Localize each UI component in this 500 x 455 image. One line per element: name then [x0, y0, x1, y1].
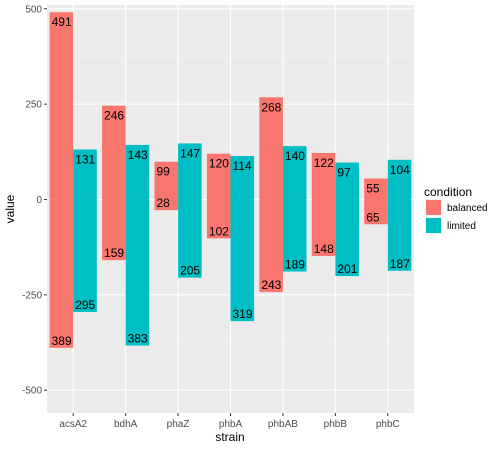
y-tick-label: 500 — [25, 4, 42, 15]
data-label: 243 — [261, 278, 281, 292]
bar-balanced-positive — [154, 161, 179, 200]
bar-limited-positive — [73, 149, 97, 200]
y-axis-title: value — [3, 194, 17, 223]
legend: condition balanced limited — [424, 185, 488, 234]
data-label: 114 — [233, 159, 252, 173]
bar-limited-negative — [178, 199, 202, 278]
data-label: 99 — [156, 165, 170, 179]
bar-limited-negative — [73, 199, 97, 312]
legend-label-limited: limited — [447, 221, 476, 232]
data-label: 148 — [314, 242, 334, 256]
data-label: 122 — [314, 156, 334, 170]
x-tick-label: phbAB — [268, 419, 298, 430]
bar-balanced-negative — [206, 199, 231, 239]
data-label: 102 — [209, 224, 229, 238]
bar-limited-positive — [230, 155, 255, 200]
y-tick-label: 0 — [36, 195, 42, 206]
data-label: 295 — [75, 298, 95, 312]
data-label: 205 — [180, 264, 200, 278]
bar-balanced-positive — [364, 178, 388, 200]
bar-limited-negative — [387, 199, 412, 271]
data-label: 97 — [337, 165, 351, 179]
y-tick-label: -250 — [22, 290, 42, 301]
x-tick-label: phbB — [324, 419, 348, 430]
bar-balanced-negative — [311, 199, 336, 256]
bar-balanced-negative — [154, 199, 179, 211]
y-tick-label: 250 — [25, 100, 42, 111]
bar-balanced-positive — [311, 152, 336, 200]
data-label: 319 — [233, 307, 253, 321]
bar-limited-negative — [125, 199, 150, 346]
bar-limited-positive — [125, 144, 150, 200]
x-axis: acsA2 bdhA phaZ phbA phbAB phbB phbC — [59, 413, 400, 430]
data-label: 104 — [390, 163, 410, 177]
data-labels-layer: 491 389 246 159 99 28 120 102 268 243 122 148 55 65 13… — [52, 15, 411, 348]
data-label: 65 — [366, 210, 380, 224]
bar-balanced-positive — [102, 105, 126, 200]
x-tick-label: phbC — [376, 419, 400, 430]
data-label: 491 — [52, 15, 72, 29]
bar-limited-positive — [178, 143, 202, 200]
legend-title: condition — [424, 185, 472, 199]
x-axis-title: strain — [215, 430, 244, 444]
data-label: 389 — [52, 334, 72, 348]
legend-label-balanced: balanced — [447, 203, 488, 214]
bar-balanced-negative — [49, 199, 74, 348]
data-label: 201 — [337, 262, 357, 276]
data-label: 28 — [156, 196, 170, 210]
data-label: 55 — [366, 181, 380, 195]
bar-limited-negative — [230, 199, 255, 322]
data-label: 246 — [104, 109, 124, 123]
data-label: 120 — [209, 157, 229, 171]
x-tick-label: phbA — [219, 419, 243, 430]
data-label: 383 — [128, 332, 148, 346]
legend-key-limited — [426, 218, 441, 233]
bar-limited-positive — [335, 162, 359, 200]
bars-layer — [49, 12, 412, 348]
data-label: 147 — [180, 146, 200, 160]
bar-limited-positive — [387, 159, 412, 200]
bar-balanced-negative — [259, 199, 283, 293]
data-label: 140 — [285, 149, 305, 163]
bar-balanced-positive — [206, 153, 231, 200]
x-tick-label: acsA2 — [59, 419, 87, 430]
bar-limited-positive — [282, 146, 307, 200]
bar-limited-negative — [335, 199, 359, 277]
data-label: 159 — [104, 246, 124, 260]
bar-balanced-positive — [259, 97, 283, 200]
y-tick-label: -500 — [22, 386, 42, 397]
data-label: 131 — [75, 153, 95, 167]
y-axis: -500 -250 0 250 500 — [22, 4, 47, 397]
data-label: 189 — [285, 258, 305, 272]
data-label: 187 — [390, 257, 410, 271]
bar-balanced-negative — [102, 199, 126, 261]
bar-limited-negative — [282, 199, 307, 272]
bar-balanced-negative — [364, 199, 388, 225]
data-label: 143 — [128, 148, 148, 162]
bar-balanced-positive — [49, 12, 74, 200]
x-tick-label: phaZ — [167, 419, 190, 430]
x-tick-label: bdhA — [114, 419, 138, 430]
legend-key-balanced — [426, 200, 441, 215]
data-label: 268 — [261, 100, 281, 114]
